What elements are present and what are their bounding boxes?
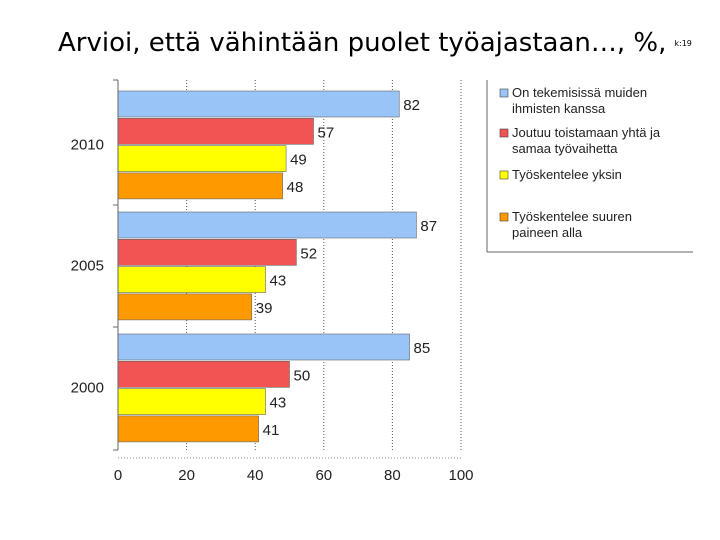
category-label: 2005 [71, 258, 104, 275]
bar [117, 145, 287, 172]
legend: On tekemisissä muiden ihmisten kanssa Jout… [486, 80, 693, 253]
bar [117, 360, 290, 388]
bar [117, 388, 266, 415]
bar [117, 239, 297, 266]
x-tick-label: 0 [114, 467, 122, 484]
data-label: 41 [263, 422, 280, 439]
bars: 82 57 49 48 87 52 43 39 85 50 43 41 [117, 90, 437, 443]
bar [117, 293, 253, 321]
legend-swatch [499, 212, 509, 222]
data-label: 43 [269, 273, 286, 290]
x-tick-label: 80 [384, 467, 401, 484]
bar [117, 333, 410, 361]
bar [117, 266, 266, 293]
legend-swatch [499, 170, 509, 180]
x-tick-label: 40 [247, 467, 264, 484]
chart-title-note: k:19 [674, 39, 692, 48]
data-label: 82 [403, 97, 420, 114]
legend-label: Työskentelee yksin [512, 167, 622, 182]
legend-swatch [499, 88, 509, 98]
bar [117, 415, 259, 443]
data-label: 49 [290, 152, 307, 169]
data-label: 85 [414, 340, 431, 357]
bar [117, 172, 283, 200]
legend-label: Työskentelee suuren paineen alla [512, 209, 632, 240]
x-tick-label: 100 [448, 467, 473, 484]
x-tick-label: 20 [178, 467, 195, 484]
data-label: 87 [420, 218, 437, 235]
category-label: 2000 [71, 380, 104, 397]
data-label: 50 [294, 367, 311, 384]
bar [117, 118, 314, 145]
x-tick-label: 60 [315, 467, 332, 484]
data-label: 57 [318, 124, 335, 141]
data-label: 52 [300, 245, 317, 262]
data-label: 39 [256, 300, 273, 317]
bar [117, 211, 417, 239]
data-label: 48 [287, 179, 304, 196]
bar [117, 90, 400, 118]
chart-title: Arvioi, että vähintään puolet työajastaa… [58, 28, 692, 58]
legend-swatch [499, 128, 509, 138]
chart-title-text: Arvioi, että vähintään puolet työajastaa… [58, 28, 667, 58]
legend-label: Joutuu toistamaan yhtä ja samaa työvaihet… [512, 125, 661, 156]
category-label: 2010 [71, 137, 104, 154]
data-label: 43 [269, 395, 286, 412]
legend-label: On tekemisissä muiden ihmisten kanssa [512, 85, 647, 116]
axes: 2010 2005 2000 0 20 40 60 80 100 [71, 79, 474, 484]
